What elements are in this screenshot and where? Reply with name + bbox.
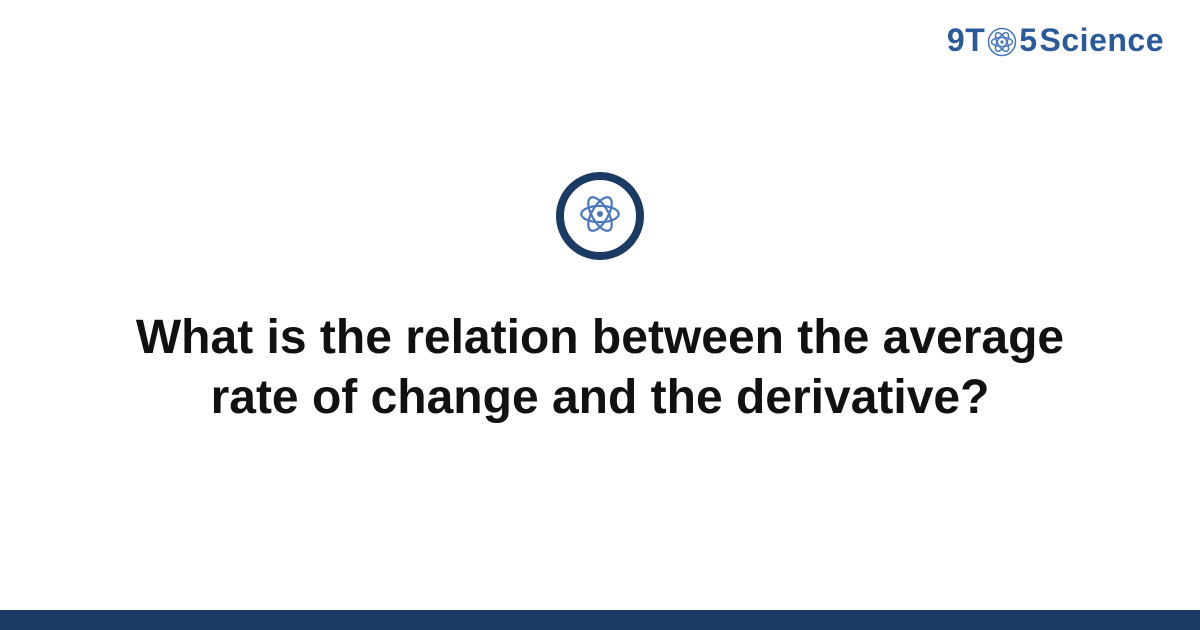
medallion [556,172,644,260]
atom-icon [575,189,625,244]
main-content: What is the relation between the average… [0,0,1200,630]
footer-bar [0,610,1200,630]
page-title: What is the relation between the average… [120,308,1080,428]
